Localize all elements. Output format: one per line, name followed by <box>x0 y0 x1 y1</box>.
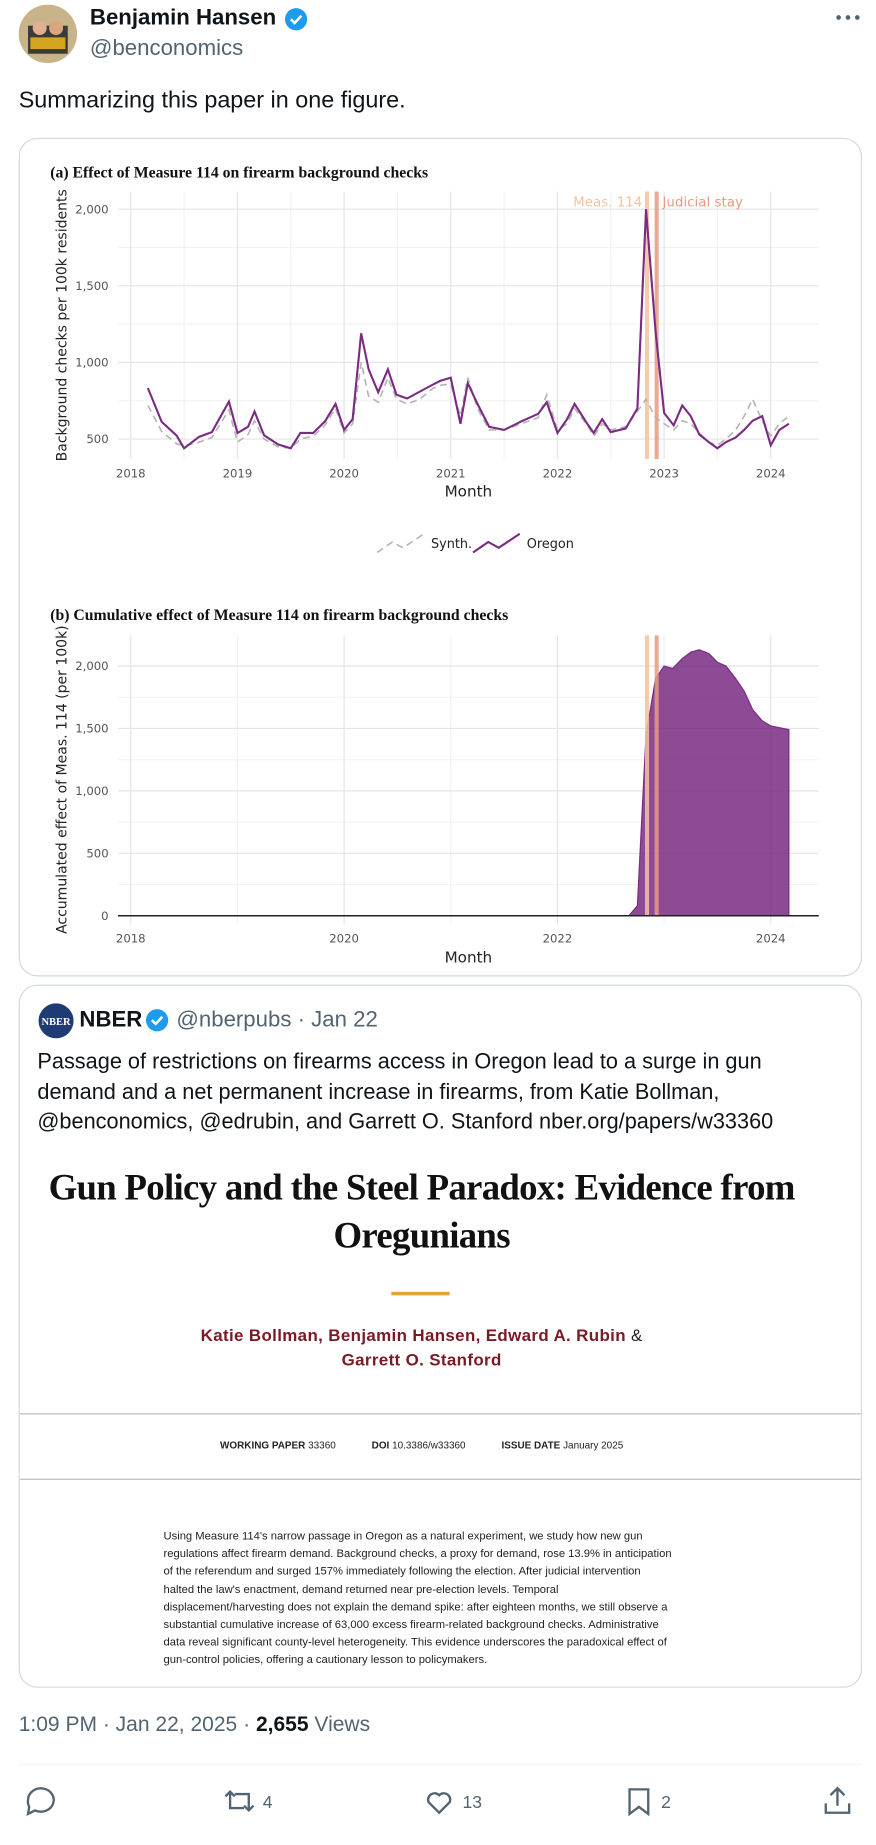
quote-card[interactable]: NBER NBER @nberpubs · Jan 22 Passage of … <box>18 984 862 1688</box>
legend-swatch <box>376 533 425 554</box>
paper-abstract: Using Measure 114's narrow passage in Or… <box>163 1530 672 1668</box>
x-tick-label: 2023 <box>649 467 679 481</box>
event-label: Judicial stay <box>661 196 743 211</box>
paper-title: Gun Policy and the Steel Paradox: Eviden… <box>48 1166 796 1256</box>
x-tick-label: 2020 <box>329 932 359 946</box>
legend-swatch <box>472 532 521 554</box>
x-tick-label: 2022 <box>543 467 573 481</box>
y-tick-label: 1,000 <box>75 784 108 798</box>
y-tick-label: 1,500 <box>75 722 108 736</box>
meta-value: 33360 <box>308 1438 336 1451</box>
action-bar: 4 13 2 <box>26 1786 851 1817</box>
area <box>147 649 790 917</box>
y-tick-label: 1,500 <box>75 279 108 293</box>
avatar-text: NBER <box>41 1017 71 1028</box>
x-tick-label: 2018 <box>116 932 146 946</box>
quote-meta: @nberpubs · Jan 22 <box>176 1007 378 1033</box>
rule <box>19 1478 861 1480</box>
tweet-footer: 1:09 PM · Jan 22, 2025 · 2,655 Views <box>19 1712 370 1737</box>
chart-title: (b) Cumulative effect of Measure 114 on … <box>50 607 508 624</box>
author-avatar[interactable] <box>18 4 78 64</box>
meta-value: January 2025 <box>563 1438 624 1451</box>
bookmark-icon[interactable] <box>628 1788 650 1817</box>
x-tick-label: 2019 <box>223 467 253 481</box>
tweet-text: Summarizing this paper in one figure. <box>18 87 406 114</box>
retweet-count: 4 <box>263 1792 273 1812</box>
quote-author: NBER <box>79 1007 143 1033</box>
x-tick-label: 2022 <box>543 932 573 946</box>
y-tick-label: 500 <box>86 846 108 860</box>
x-tick-label: 2024 <box>756 932 786 946</box>
x-axis-label: Month <box>445 948 493 966</box>
meta-value: 10.3386/w33360 <box>392 1438 466 1451</box>
chart-title: (a) Effect of Measure 114 on firearm bac… <box>50 165 428 182</box>
y-tick-label: 500 <box>86 432 108 446</box>
verified-badge <box>284 8 308 31</box>
x-axis-label: Month <box>445 482 493 500</box>
timestamp[interactable]: 1:09 PM · Jan 22, 2025 · <box>18 1712 251 1736</box>
author: Edward A. Rubin <box>485 1326 626 1346</box>
event-label: Meas. 114 <box>573 196 642 211</box>
share-icon[interactable] <box>824 1786 851 1814</box>
y-axis-label: Accumulated effect of Meas. 114 (per 100… <box>55 625 71 934</box>
meta-label: WORKING PAPER <box>220 1438 306 1451</box>
author: Katie Bollman, <box>200 1326 324 1346</box>
y-axis-label: Background checks per 100k residents <box>55 189 71 461</box>
paper-meta: WORKING PAPER 33360 DOI 10.3386/w33360 I… <box>20 1439 824 1451</box>
author-name[interactable]: Benjamin Hansen <box>89 5 277 31</box>
meta-label: ISSUE DATE <box>501 1438 561 1451</box>
media-card[interactable]: (a) Effect of Measure 114 on firearm bac… <box>18 137 862 977</box>
retweet-icon[interactable] <box>224 1790 255 1813</box>
divider <box>18 1763 862 1765</box>
y-tick-label: 2,000 <box>75 659 108 673</box>
x-tick-label: 2024 <box>756 467 786 481</box>
y-tick-label: 2,000 <box>75 202 108 216</box>
x-tick-label: 2018 <box>116 467 146 481</box>
author: Garrett O. Stanford <box>341 1351 502 1371</box>
bookmark-count: 2 <box>661 1792 671 1812</box>
like-count: 13 <box>463 1792 482 1812</box>
y-tick-label: 1,000 <box>75 356 108 370</box>
legend-label: Oregon <box>527 537 574 552</box>
x-tick-label: 2021 <box>436 467 466 481</box>
quote-avatar: NBER <box>38 1003 74 1039</box>
series-line <box>146 209 790 450</box>
author-conjunction: & <box>630 1326 643 1346</box>
author-handle[interactable]: @benconomics <box>89 36 244 61</box>
author: Benjamin Hansen, <box>328 1326 481 1346</box>
series-line <box>147 362 790 450</box>
reply-icon[interactable] <box>26 1787 55 1816</box>
like-icon[interactable] <box>426 1792 452 1815</box>
x-tick-label: 2020 <box>329 467 359 481</box>
paper-authors: Katie Bollman, Benjamin Hansen, Edward A… <box>153 1325 690 1374</box>
meta-label: DOI <box>371 1438 390 1451</box>
title-rule <box>391 1291 450 1296</box>
y-tick-label: 0 <box>101 909 108 923</box>
legend-label: Synth. <box>431 537 472 552</box>
figure: (a) Effect of Measure 114 on firearm bac… <box>50 165 819 966</box>
more-menu[interactable] <box>834 12 862 24</box>
rule <box>19 1413 861 1415</box>
views-count: 2,655 <box>255 1712 309 1736</box>
views-label: Views <box>314 1712 371 1736</box>
verified-badge <box>146 1009 169 1032</box>
quote-text: Passage of restrictions on firearms acce… <box>37 1048 774 1133</box>
